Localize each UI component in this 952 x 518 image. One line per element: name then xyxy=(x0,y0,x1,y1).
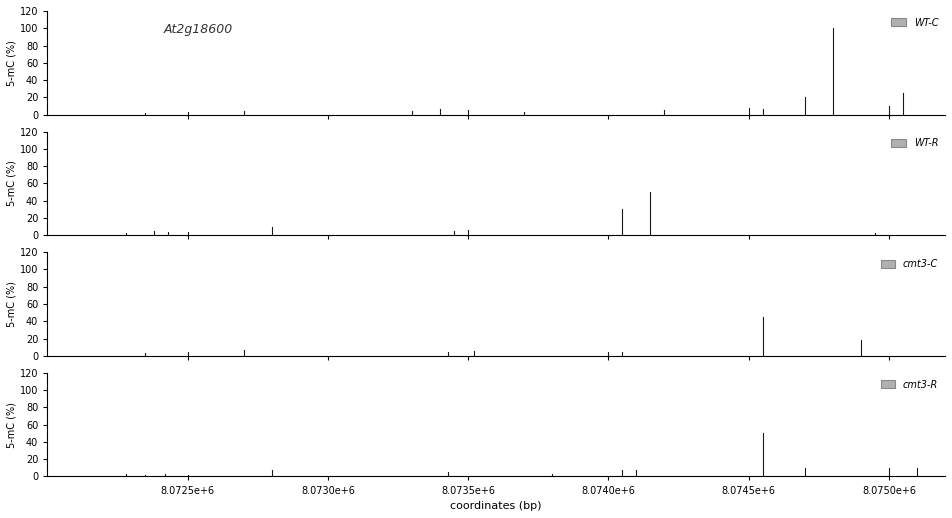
X-axis label: coordinates (bp): coordinates (bp) xyxy=(450,501,542,511)
Legend: WT-C: WT-C xyxy=(887,14,942,32)
Text: At2g18600: At2g18600 xyxy=(164,23,233,36)
Y-axis label: 5-mC (%): 5-mC (%) xyxy=(7,281,17,327)
Legend: cmt3-R: cmt3-R xyxy=(877,376,942,394)
Y-axis label: 5-mC (%): 5-mC (%) xyxy=(7,40,17,85)
Y-axis label: 5-mC (%): 5-mC (%) xyxy=(7,401,17,448)
Legend: cmt3-C: cmt3-C xyxy=(877,255,942,273)
Y-axis label: 5-mC (%): 5-mC (%) xyxy=(7,161,17,206)
Legend: WT-R: WT-R xyxy=(887,135,942,152)
